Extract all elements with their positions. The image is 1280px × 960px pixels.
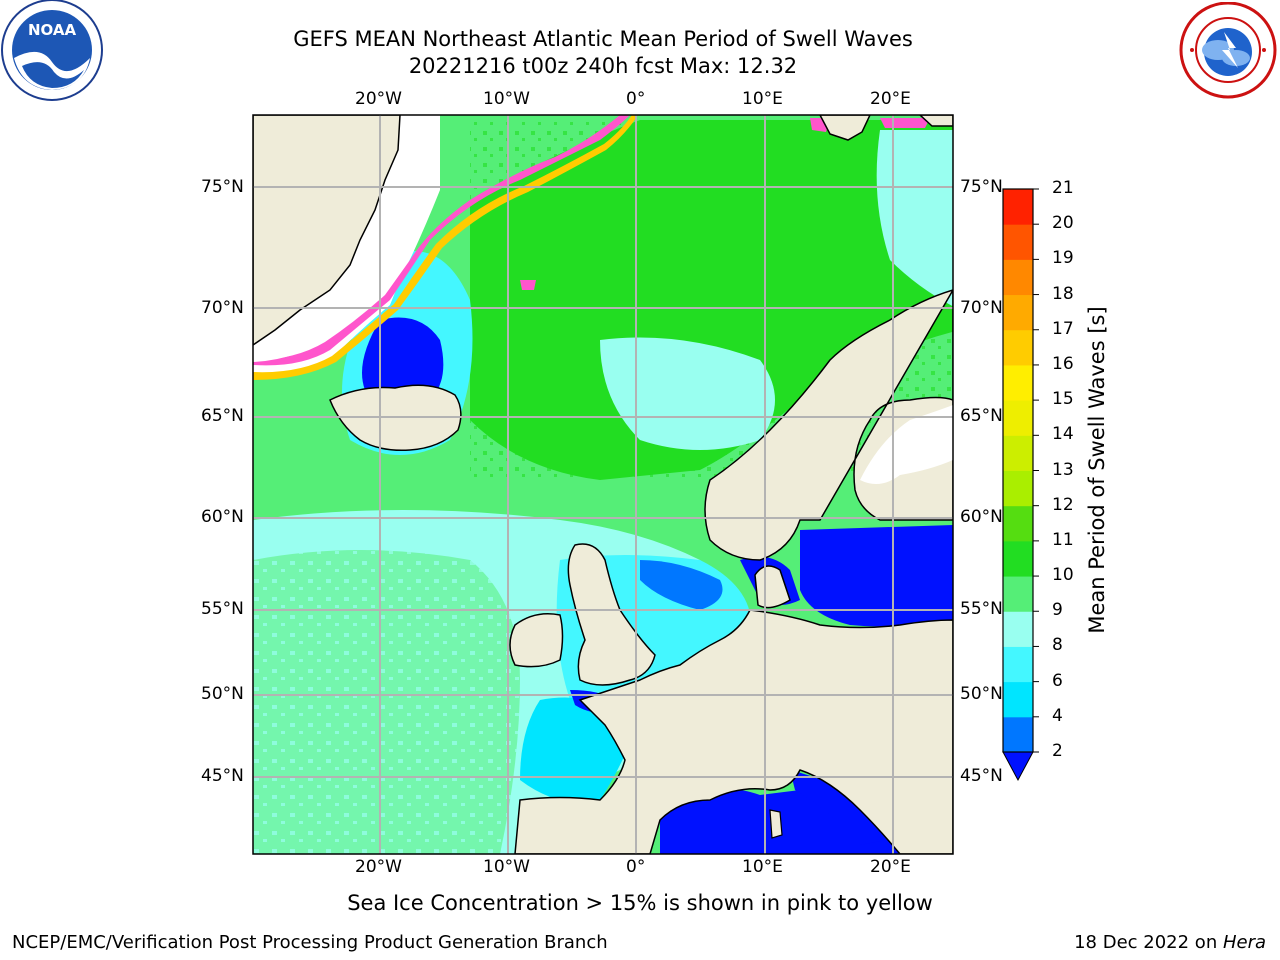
- svg-text:NOAA: NOAA: [28, 21, 77, 39]
- colorbar-tick-label: 10: [1052, 565, 1074, 586]
- colorbar-segment: [1003, 435, 1033, 471]
- lon-label-top-10e: 10°E: [742, 89, 783, 109]
- lon-label-top-0: 0°: [626, 89, 646, 109]
- colorbar-segment: [1003, 646, 1033, 683]
- colorbar-tick-label: 15: [1052, 389, 1074, 410]
- colorbar-segment: [1003, 329, 1033, 366]
- lat-label-right-50n: 50°N: [960, 684, 1003, 704]
- colorbar-under-arrow: [1002, 751, 1034, 782]
- colorbar-tick-label: 11: [1052, 529, 1074, 550]
- lon-label-bottom-10e: 10°E: [742, 857, 783, 877]
- lat-label-right-55n: 55°N: [960, 599, 1003, 619]
- lat-label-right-70n: 70°N: [960, 298, 1003, 318]
- lon-label-bottom-20e: 20°E: [870, 857, 911, 877]
- noaa-logo: NOAA: [1, 0, 103, 101]
- national-weather-service-logo: [1179, 2, 1277, 99]
- colorbar-segment: [1003, 189, 1033, 225]
- colorbar-tick-label: 18: [1052, 283, 1074, 304]
- colorbar-segment: [1003, 681, 1033, 718]
- colorbar-tick-label: 8: [1052, 635, 1063, 656]
- footer-date-text: 18 Dec 2022 on: [1074, 932, 1223, 953]
- lat-label-left-55n: 55°N: [201, 599, 244, 619]
- colorbar-tick-label: 2: [1052, 741, 1063, 761]
- lat-label-left-60n: 60°N: [201, 507, 244, 527]
- chart-title: GEFS MEAN Northeast Atlantic Mean Period…: [293, 27, 913, 51]
- lon-label-bottom-10w: 10°W: [483, 857, 530, 877]
- colorbar-tick-label: 21: [1052, 178, 1074, 198]
- lat-label-left-75n: 75°N: [201, 177, 244, 197]
- lat-label-right-45n: 45°N: [960, 766, 1003, 786]
- colorbar-segment: [1003, 400, 1033, 436]
- lat-label-left-50n: 50°N: [201, 684, 244, 704]
- colorbar-segment: [1003, 470, 1033, 507]
- map-gridlines: [253, 115, 953, 854]
- chart-subtitle: 20221216 t00z 240h fcst Max: 12.32: [408, 54, 798, 78]
- lon-label-bottom-0: 0°: [626, 857, 646, 877]
- footer-branch: NCEP/EMC/Verification Post Processing Pr…: [12, 932, 608, 953]
- lat-label-left-65n: 65°N: [201, 406, 244, 426]
- lat-label-right-60n: 60°N: [960, 507, 1003, 527]
- colorbar: [1002, 188, 1039, 782]
- colorbar-segment: [1003, 294, 1033, 331]
- colorbar-tick-label: 16: [1052, 353, 1074, 374]
- colorbar-segment: [1003, 611, 1033, 647]
- colorbar-tick-label: 20: [1052, 213, 1074, 234]
- colorbar-tick-label: 19: [1052, 248, 1074, 269]
- footer-host: Hera: [1222, 932, 1266, 953]
- colorbar-segment: [1003, 505, 1033, 542]
- colorbar-tick-label: 14: [1052, 424, 1074, 445]
- colorbar-title: Mean Period of Swell Waves [s]: [1085, 306, 1109, 634]
- colorbar-tick-label: 9: [1052, 600, 1063, 621]
- colorbar-tick-label: 6: [1052, 670, 1063, 691]
- lat-label-right-65n: 65°N: [960, 406, 1003, 426]
- lon-label-top-10w: 10°W: [483, 89, 530, 109]
- sea-ice-caption: Sea Ice Concentration > 15% is shown in …: [347, 891, 933, 915]
- colorbar-segment: [1003, 540, 1033, 577]
- colorbar-segment: [1003, 259, 1033, 296]
- colorbar-segment: [1003, 364, 1033, 401]
- colorbar-segment: [1003, 576, 1033, 612]
- colorbar-segment: [1003, 716, 1033, 753]
- colorbar-tick-label: 13: [1052, 459, 1074, 480]
- map-field: [253, 115, 953, 854]
- lon-label-bottom-20w: 20°W: [355, 857, 402, 877]
- colorbar-segment: [1003, 224, 1033, 260]
- lon-label-top-20e: 20°E: [870, 89, 911, 109]
- map-frame: [252, 114, 954, 855]
- colorbar-tick-label: 4: [1052, 705, 1063, 726]
- lat-label-left-70n: 70°N: [201, 298, 244, 318]
- lon-label-top-20w: 20°W: [355, 89, 402, 109]
- lat-label-left-45n: 45°N: [201, 766, 244, 786]
- footer-date: 18 Dec 2022 on Hera: [1074, 932, 1266, 953]
- lat-label-right-75n: 75°N: [960, 177, 1003, 197]
- colorbar-tick-label: 12: [1052, 494, 1074, 515]
- colorbar-tick-label: 17: [1052, 318, 1074, 339]
